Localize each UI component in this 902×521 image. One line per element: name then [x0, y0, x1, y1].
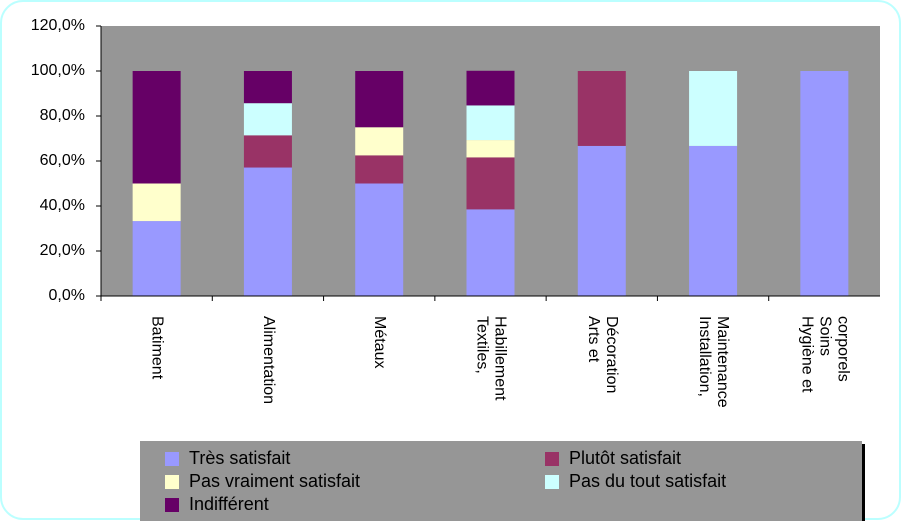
bar-segment [577, 71, 626, 146]
bar-segment [243, 167, 292, 296]
legend-label: Indifférent [189, 494, 269, 514]
legend-label: Pas vraiment satisfait [189, 471, 360, 491]
x-tick-label: Textiles,Habillement [473, 316, 508, 401]
y-tick-label: 120,0% [31, 17, 85, 34]
bar-segment [355, 183, 404, 296]
legend-swatch [165, 452, 179, 466]
legend-label: Pas du tout satisfait [569, 471, 726, 491]
legend-label: Très satisfait [189, 448, 290, 468]
bar-segment [132, 183, 181, 222]
x-tick-label: Métaux [371, 316, 388, 368]
bar-segment [800, 71, 849, 296]
bar-segment [243, 103, 292, 136]
y-tick-label: 60,0% [40, 152, 85, 169]
x-tick-label: Alimentation [260, 316, 277, 404]
x-tick-label: Arts etDécoration [585, 316, 620, 393]
bar-segment [355, 71, 404, 128]
bar-segment [466, 105, 515, 141]
legend-box [140, 441, 862, 521]
bar-segment [132, 221, 181, 296]
y-tick-label: 40,0% [40, 197, 85, 214]
y-tick-label: 100,0% [31, 62, 85, 79]
legend-label: Plutôt satisfait [569, 448, 681, 468]
y-tick-label: 20,0% [40, 242, 85, 259]
bar-segment [243, 71, 292, 104]
x-tick-label: Installation,Maintenance [696, 316, 731, 408]
x-tick-label: Hygiène etSoinscorporels [798, 316, 851, 393]
legend-swatch [545, 452, 559, 466]
bar-segment [466, 140, 515, 158]
bar-segment [132, 71, 181, 184]
legend-swatch [165, 498, 179, 512]
bar-segment [466, 70, 515, 106]
bar-segment [689, 145, 738, 296]
legend-swatch [165, 475, 179, 489]
x-tick-label: Batiment [148, 316, 165, 380]
bar-segment [355, 127, 404, 156]
legend-swatch [545, 475, 559, 489]
bar-segment [243, 135, 292, 168]
bar-segment [355, 155, 404, 184]
y-tick-label: 80,0% [40, 107, 85, 124]
y-tick-label: 0,0% [49, 287, 85, 304]
bar-segment [466, 209, 515, 296]
bar-segment [577, 145, 626, 296]
bar-segment [466, 157, 515, 210]
bar-segment [689, 71, 738, 146]
